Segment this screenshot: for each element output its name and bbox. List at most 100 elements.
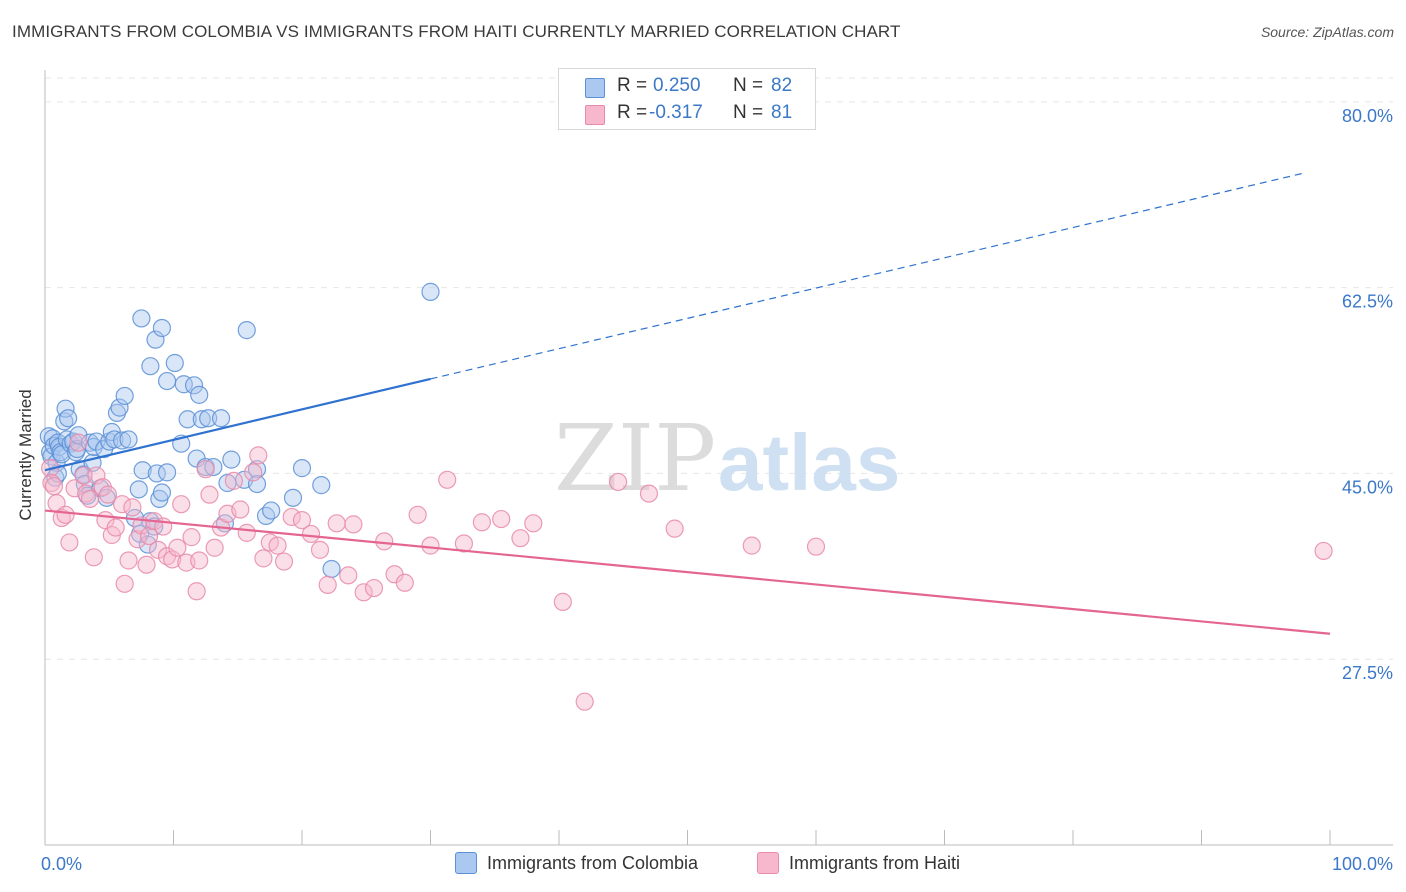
colombia-point [115, 386, 134, 406]
colombia-point [256, 506, 276, 525]
haiti-point [65, 479, 84, 498]
haiti-point [172, 495, 191, 514]
haiti-point [84, 548, 103, 567]
haiti-point [327, 514, 346, 533]
haiti-point [282, 507, 301, 527]
legend-r-label: R = [617, 75, 648, 96]
haiti-point [74, 466, 93, 485]
haiti-point [553, 592, 572, 611]
haiti-trend-line [44, 509, 1331, 635]
haiti-point [344, 515, 363, 534]
haiti-point [408, 505, 427, 524]
haiti-point [163, 550, 182, 569]
legend-n-value: 82 [771, 75, 793, 96]
legend-n-label: N = [733, 75, 764, 96]
haiti-point [224, 471, 243, 490]
correlation-legend: R = 0.250 N = 82 R = -0.317 N = 81 [558, 68, 816, 130]
colombia-point [157, 463, 177, 482]
haiti-point [205, 538, 224, 557]
colombia-point [132, 309, 151, 328]
haiti-point [56, 505, 75, 524]
haiti-point [609, 472, 628, 492]
colombia-point [211, 409, 231, 428]
source-label: Source: ZipAtlas.com [1260, 24, 1394, 40]
haiti-point [119, 551, 138, 570]
y-tick-label: 45.0% [1342, 477, 1393, 497]
legend-r-value: 0.250 [653, 75, 701, 96]
colombia-point [247, 474, 267, 494]
colombia-point [222, 450, 241, 469]
haiti-point [42, 473, 61, 493]
colombia-point [312, 476, 331, 495]
haiti-point [742, 536, 761, 555]
haiti-point [190, 551, 209, 570]
y-tick-label: 27.5% [1342, 663, 1393, 683]
haiti-point [168, 538, 187, 557]
haiti-point [148, 540, 168, 559]
y-tick-label: 80.0% [1342, 106, 1393, 126]
haiti-point [375, 532, 394, 551]
tick-labels: 27.5% 45.0% 62.5% 80.0% 0.0% 100.0% [41, 106, 1393, 874]
haiti-point [44, 477, 64, 496]
y-tick-label: 62.5% [1342, 292, 1393, 312]
haiti-point [511, 529, 530, 548]
haiti-point [268, 536, 287, 555]
colombia-point [152, 483, 172, 502]
trend-layer [44, 172, 1331, 635]
colombia-point [190, 385, 209, 404]
haiti-legend-swatch [757, 852, 779, 874]
haiti-point [310, 540, 330, 559]
colombia-point [110, 398, 129, 417]
colombia-swatch [585, 78, 605, 98]
haiti-point [639, 484, 659, 503]
colombia-point [184, 376, 204, 395]
haiti-point [112, 495, 132, 514]
colombia-point [421, 282, 440, 301]
colombia-trend-line [44, 377, 431, 472]
haiti-point [98, 485, 118, 504]
haiti-point [237, 523, 256, 542]
haiti-point [438, 470, 457, 489]
haiti-point [87, 466, 106, 485]
colombia-point [157, 371, 177, 391]
colombia-point [165, 353, 184, 373]
haiti-point [421, 536, 440, 555]
grid-layer [45, 77, 1393, 660]
colombia-legend-swatch [455, 852, 477, 874]
haiti-point [339, 566, 358, 585]
colombia-point [129, 480, 148, 499]
points-layer [39, 282, 1333, 711]
colombia-point [119, 430, 138, 449]
watermark: ZIP atlas [554, 405, 900, 512]
colombia-point [283, 488, 303, 507]
haiti-point [665, 519, 684, 538]
colombia-point [141, 357, 160, 376]
chart-title: IMMIGRANTS FROM COLOMBIA VS IMMIGRANTS F… [12, 22, 901, 41]
colombia-point [105, 430, 124, 449]
legend-n-label: N = [733, 102, 764, 123]
colombia-point [199, 409, 218, 428]
colombia-point [59, 409, 78, 428]
colombia-point [237, 321, 256, 340]
axis-layer [44, 70, 1393, 846]
haiti-point [472, 513, 491, 532]
haiti-point [364, 578, 384, 598]
haiti-point [200, 485, 219, 504]
colombia-point [152, 318, 172, 338]
colombia-point [112, 431, 132, 450]
colombia-point [87, 432, 106, 451]
watermark-atlas: atlas [718, 418, 900, 507]
x-tick-label-max: 100.0% [1332, 854, 1393, 874]
haiti-point [395, 573, 414, 592]
haiti-point [254, 549, 273, 568]
haiti-point [60, 533, 79, 552]
watermark-zip: ZIP [554, 405, 716, 512]
x-tick-label-min: 0.0% [41, 854, 82, 874]
haiti-point [492, 509, 511, 529]
colombia-point [322, 559, 341, 579]
haiti-point [244, 463, 263, 482]
haiti-point [115, 574, 134, 593]
legend-r-value: -0.317 [649, 102, 703, 123]
haiti-point [80, 489, 100, 509]
